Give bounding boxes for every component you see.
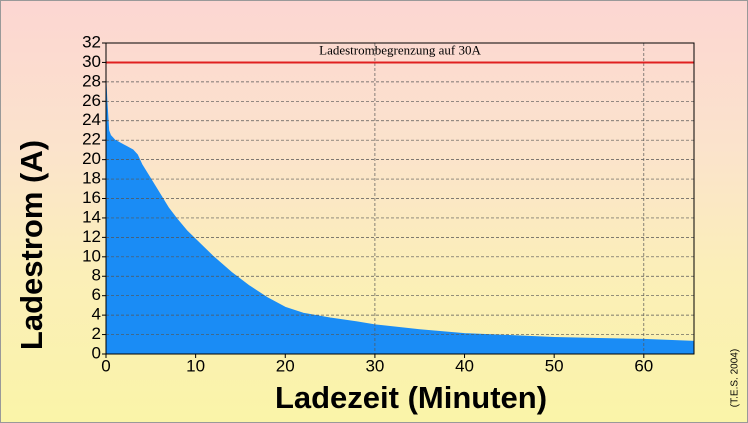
y-tick-label: 26	[82, 91, 101, 110]
y-tick-label: 8	[92, 266, 101, 285]
area	[105, 81, 695, 355]
y-tick-label: 12	[82, 227, 101, 246]
x-tick-label: 50	[545, 356, 564, 375]
y-tick-label: 32	[82, 32, 101, 51]
x-axis-label: Ladezeit (Minuten)	[275, 380, 547, 415]
y-tick-label: 28	[82, 71, 101, 90]
y-tick-label: 0	[92, 343, 101, 362]
y-tick-label: 14	[82, 207, 101, 226]
y-tick-label: 22	[82, 130, 101, 149]
y-tick-label: 10	[82, 246, 101, 265]
y-tick-label: 4	[92, 305, 101, 324]
y-tick-label: 30	[82, 52, 101, 71]
y-tick-label: 16	[82, 188, 101, 207]
plot-border	[105, 42, 695, 355]
y-tick-label: 20	[82, 149, 101, 168]
x-tick-label: 20	[276, 356, 295, 375]
x-tick-label: 10	[186, 356, 205, 375]
credit: (T.E.S. 2004)	[730, 349, 741, 407]
y-tick-label: 2	[92, 324, 101, 343]
y-tick-label: 18	[82, 169, 101, 188]
y-axis-label: Ladestrom (A)	[14, 140, 49, 350]
x-tick-label: 30	[365, 356, 384, 375]
y-tick-label: 24	[82, 110, 101, 129]
x-tick-label: 60	[634, 356, 653, 375]
annotation: Ladestrombegrenzung auf 30A	[319, 42, 481, 57]
y-tick-label: 6	[92, 285, 101, 304]
x-tick-label: 40	[455, 356, 474, 375]
x-tick-label: 0	[101, 356, 110, 375]
